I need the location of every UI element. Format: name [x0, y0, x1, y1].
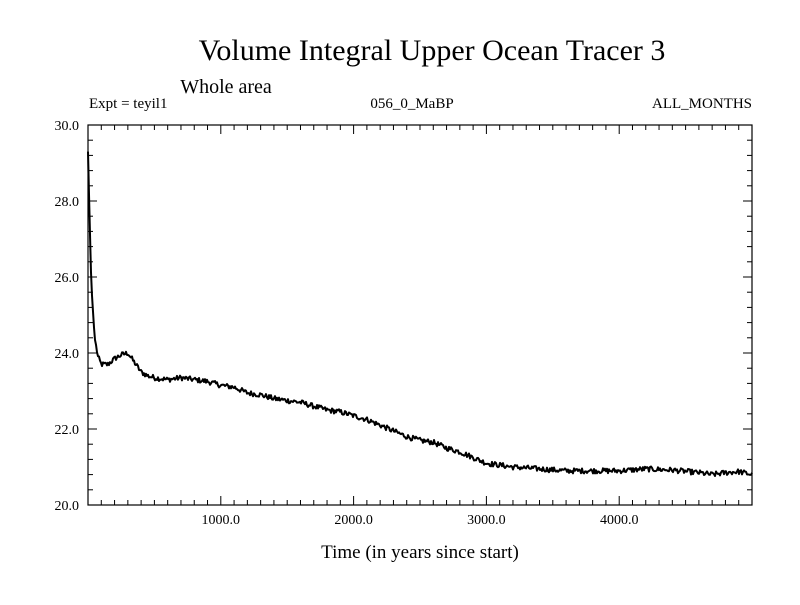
x-tick-label: 1000.0: [202, 513, 241, 528]
plot-frame: [87, 124, 753, 506]
expt-label: Expt = teyil1: [89, 96, 167, 112]
series-layer: [87, 151, 753, 477]
x-tick-label: 2000.0: [334, 513, 373, 528]
x-axis-label: Time (in years since start): [321, 542, 519, 563]
series-line: [87, 151, 753, 477]
axis-ticks: [88, 125, 752, 505]
y-tick-label: 28.0: [55, 195, 80, 210]
period-label: ALL_MONTHS: [652, 96, 752, 112]
y-tick-label: 22.0: [55, 423, 80, 438]
y-tick-label: 24.0: [55, 347, 80, 362]
x-tick-label: 3000.0: [467, 513, 506, 528]
y-tick-label: 30.0: [55, 119, 80, 134]
chart-subtitle: Whole area: [180, 76, 272, 98]
y-tick-label: 20.0: [55, 499, 80, 514]
tick-labels: 1000.0 2000.0 3000.0 4000.0 20.0 22.0 24.0 26.0…: [55, 119, 639, 528]
chart-title: Volume Integral Upper Ocean Tracer 3: [199, 34, 666, 67]
y-tick-label: 26.0: [55, 271, 80, 286]
x-tick-label: 4000.0: [600, 513, 639, 528]
run-label: 056_0_MaBP: [370, 96, 453, 112]
